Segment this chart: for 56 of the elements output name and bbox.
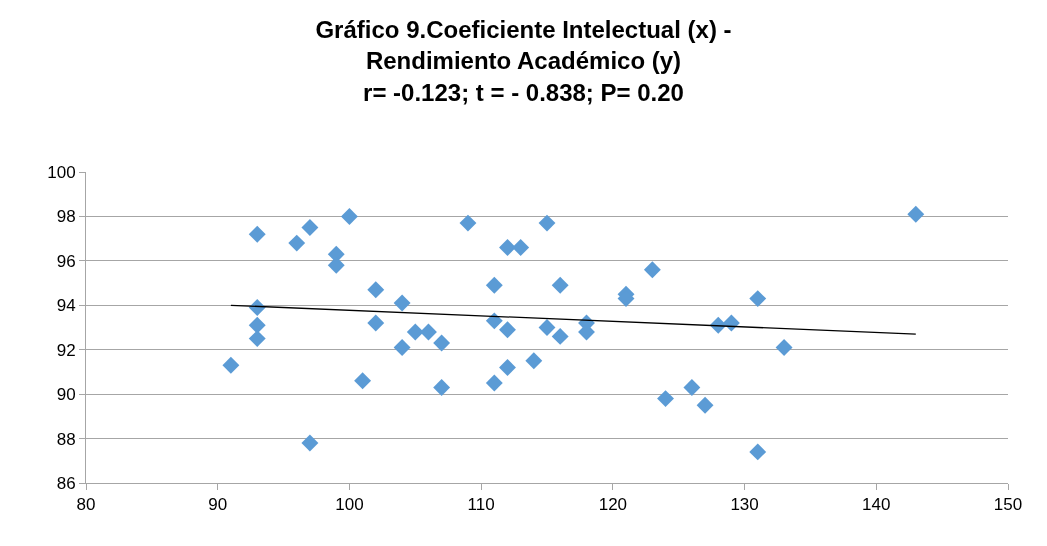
- point: [420, 323, 437, 341]
- point: [907, 205, 925, 223]
- point: [551, 327, 569, 345]
- point: [367, 281, 385, 299]
- point: [340, 207, 358, 225]
- point: [749, 443, 767, 461]
- point: [288, 234, 306, 252]
- x-tick-label: 80: [76, 495, 96, 515]
- point: [657, 390, 674, 408]
- point: [485, 276, 503, 294]
- point: [749, 290, 767, 308]
- x-tick-label: 110: [467, 495, 495, 515]
- point: [643, 261, 661, 279]
- point: [775, 339, 793, 356]
- y-tick-label: 94: [56, 296, 76, 316]
- point: [512, 239, 530, 256]
- point: [433, 379, 451, 396]
- point: [301, 219, 319, 236]
- y-tick-label: 88: [56, 429, 76, 449]
- x-tick-label: 140: [862, 495, 891, 515]
- point: [696, 396, 714, 414]
- x-tick-label: 90: [208, 495, 228, 515]
- y-tick-label: 98: [56, 207, 76, 227]
- x-tick-label: 100: [335, 495, 364, 515]
- point: [367, 314, 385, 332]
- point: [459, 214, 477, 232]
- point: [499, 321, 516, 339]
- point: [222, 356, 240, 374]
- y-tick-label: 86: [56, 473, 76, 493]
- point: [248, 330, 266, 348]
- x-tick-label: 130: [730, 495, 759, 515]
- x-tick-label: 150: [993, 495, 1023, 515]
- point: [301, 434, 319, 452]
- point: [538, 319, 556, 336]
- point: [485, 374, 503, 392]
- point: [433, 334, 451, 352]
- point: [499, 359, 516, 376]
- point: [393, 339, 411, 356]
- y-tick-label: 90: [56, 385, 76, 405]
- y-tick-label: 100: [47, 162, 76, 182]
- point: [722, 314, 740, 332]
- point: [485, 312, 503, 330]
- y-tick-label: 96: [56, 251, 76, 271]
- point: [683, 379, 701, 396]
- point: [354, 372, 372, 390]
- point: [248, 316, 266, 334]
- chart-title: Gráfico 9.Coeficiente Intelectual (x) - Rendimiento Académico (y) r= -0.123; t = - 0.838; P= 0.20: [315, 16, 732, 106]
- point: [525, 352, 543, 370]
- point: [551, 276, 569, 294]
- point: [499, 239, 516, 256]
- point: [248, 225, 266, 243]
- y-tick-label: 92: [56, 340, 76, 360]
- point: [393, 294, 411, 312]
- x-tick-label: 120: [598, 495, 628, 515]
- point: [538, 214, 556, 232]
- point: [406, 323, 424, 341]
